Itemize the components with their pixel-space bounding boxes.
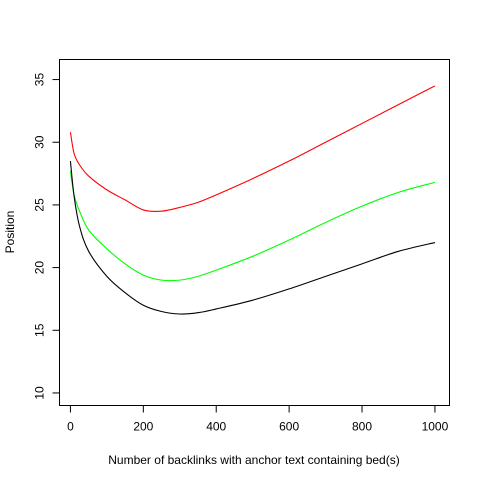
x-tick-label: 200 bbox=[133, 420, 153, 434]
y-tick-label: 30 bbox=[33, 135, 47, 149]
plot-frame bbox=[59, 59, 450, 406]
x-axis: 0 200 400 600 800 1000 bbox=[67, 405, 449, 434]
x-tick-label: 400 bbox=[206, 420, 226, 434]
y-axis-title: Position bbox=[3, 211, 17, 254]
series-line-2 bbox=[69, 170, 436, 282]
x-tick-label: 600 bbox=[279, 420, 299, 434]
x-tick-label: 0 bbox=[67, 420, 74, 434]
x-axis-title: Number of backlinks with anchor text con… bbox=[108, 453, 399, 467]
x-tick-label: 1000 bbox=[422, 420, 449, 434]
y-tick-label: 10 bbox=[33, 386, 47, 400]
series-line-1 bbox=[69, 85, 436, 213]
y-tick-label: 20 bbox=[33, 261, 47, 275]
series-layer bbox=[69, 85, 436, 315]
y-tick-label: 25 bbox=[33, 198, 47, 212]
y-axis: 10 15 20 25 30 35 bbox=[33, 73, 60, 400]
x-tick-label: 800 bbox=[352, 420, 372, 434]
y-tick-label: 15 bbox=[33, 323, 47, 337]
series-line-3 bbox=[69, 160, 436, 315]
y-tick-label: 35 bbox=[33, 73, 47, 87]
